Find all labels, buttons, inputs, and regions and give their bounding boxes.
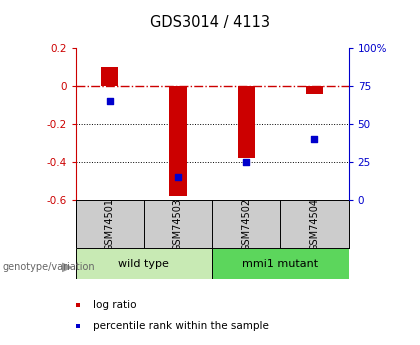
Point: [175, 175, 181, 180]
Point: [311, 137, 318, 142]
Text: percentile rank within the sample: percentile rank within the sample: [93, 321, 269, 331]
Polygon shape: [62, 263, 71, 272]
Text: GSM74502: GSM74502: [241, 198, 251, 251]
Bar: [101, 67, 118, 86]
Text: GDS3014 / 4113: GDS3014 / 4113: [150, 15, 270, 30]
Text: genotype/variation: genotype/variation: [2, 263, 95, 272]
Bar: [306, 86, 323, 94]
Bar: [238, 86, 255, 158]
Text: mmi1 mutant: mmi1 mutant: [242, 259, 318, 269]
Text: wild type: wild type: [118, 259, 169, 269]
Text: log ratio: log ratio: [93, 300, 137, 310]
Bar: [76, 248, 212, 279]
Text: GSM74501: GSM74501: [105, 198, 115, 251]
Bar: [212, 248, 349, 279]
Point: [106, 99, 113, 104]
Point: [243, 159, 249, 165]
Bar: [169, 86, 186, 196]
Text: GSM74503: GSM74503: [173, 198, 183, 251]
Text: GSM74504: GSM74504: [310, 198, 320, 251]
